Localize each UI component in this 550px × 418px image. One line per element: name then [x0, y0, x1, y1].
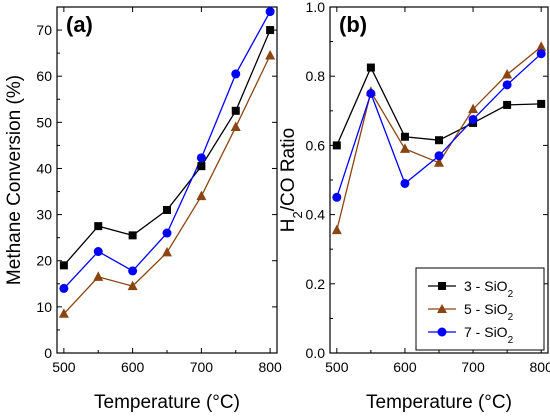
y-tick-label-a-7: 70: [36, 22, 52, 38]
data-point-b-s5-800: [536, 41, 547, 51]
chart-a: 500 600 700 800 0 10 20 30 40 50 60 70 (a) Temperat…: [4, 6, 282, 413]
x-tick-label-a-700: 700: [190, 359, 214, 375]
legend-label-7-sio2: 7 - SiO2: [464, 324, 514, 346]
data-point-a-s3-600: [128, 231, 137, 240]
y-tick-label-b-5: 1.0: [306, 0, 326, 15]
series-group-a: [58, 7, 276, 318]
data-point-b-s7-600: [400, 178, 410, 188]
data-point-a-s7-800: [265, 7, 275, 17]
y-axis-title-b-main: H: [278, 218, 299, 232]
legend-label-3-sio2: 3 - SiO2: [464, 278, 514, 300]
x-tick-label-b-700: 700: [461, 359, 485, 375]
x-tick-label-b-500: 500: [325, 359, 349, 375]
data-point-b-s5-500: [331, 224, 342, 235]
legend-label-3-sio2-sub: 2: [508, 289, 514, 300]
data-point-b-s3-750: [503, 100, 512, 109]
data-point-a-s5-750: [230, 121, 241, 131]
x-tick-label-b-800: 800: [530, 359, 550, 375]
data-point-a-s7-750: [231, 69, 241, 79]
data-point-a-s7-550: [93, 247, 103, 257]
data-point-a-s5-650: [162, 246, 172, 257]
legend-marker-5-sio2: [437, 304, 447, 313]
data-point-b-s3-800: [537, 99, 546, 108]
data-point-a-s3-800: [266, 26, 275, 35]
legend-label-7-sio2-sub: 2: [508, 335, 514, 346]
panel-label-b: (b): [339, 12, 367, 37]
y-axis-title-b-sub: 2: [290, 211, 305, 218]
data-point-a-s3-650: [163, 205, 171, 214]
data-point-a-s3-700: [197, 162, 206, 171]
legend-label-3-sio2-main: 3 - SiO: [464, 278, 508, 294]
series-group-b: [331, 41, 547, 235]
y-tick-label-b-3: 0.6: [306, 137, 326, 153]
data-point-b-s5-700: [468, 103, 479, 114]
data-point-a-s5-800: [265, 49, 276, 60]
y-axis-title-a: Methane Conversion (%): [4, 75, 25, 285]
chart-b: 500 600 700 800 0.0 0.2 0.4 0.6 0.8 1.0 (b) Tempe…: [278, 0, 550, 413]
data-point-a-s5-500: [58, 308, 69, 318]
data-point-a-s5-550: [93, 271, 104, 281]
data-point-b-s7-500: [332, 192, 342, 202]
x-tick-label-a-600: 600: [121, 359, 145, 375]
x-tick-label-a-500: 500: [52, 359, 76, 375]
data-point-a-s5-700: [196, 190, 207, 201]
legend-label-5-sio2-sub: 2: [508, 312, 514, 323]
data-point-a-s7-700: [196, 153, 206, 163]
legend: 3 - SiO2 5 - SiO2 7 - SiO2: [415, 267, 545, 351]
data-point-b-s3-550: [366, 63, 375, 72]
legend-marker-7-sio2: [437, 327, 447, 337]
data-point-a-s3-750: [231, 106, 240, 115]
data-point-b-s7-550: [366, 89, 376, 98]
legend-item-7-sio2: 7 - SiO2: [428, 324, 514, 346]
data-point-b-s5-750: [502, 68, 513, 79]
data-point-b-s5-600: [399, 143, 410, 153]
panel-label-a: (a): [66, 12, 93, 37]
y-tick-label-a-3: 30: [36, 207, 52, 223]
axes-a: 500 600 700 800 0 10 20 30 40 50 60 70: [36, 7, 282, 375]
legend-label-5-sio2: 5 - SiO2: [464, 301, 514, 323]
y-axis-title-b-rest: /CO Ratio: [278, 128, 299, 211]
data-point-b-s7-750: [502, 80, 512, 90]
data-point-a-s7-600: [128, 266, 138, 276]
data-point-b-s3-600: [400, 132, 409, 141]
y-tick-label-a-5: 50: [36, 114, 52, 130]
x-axis-title-a: Temperature (°C): [94, 392, 240, 413]
data-point-a-s3-550: [94, 222, 103, 231]
series-line-a-s7: [63, 11, 271, 289]
series-line-a-s5: [63, 55, 271, 315]
y-tick-label-a-4: 40: [36, 160, 52, 176]
y-tick-label-a-0: 0: [44, 345, 52, 361]
data-point-b-s5-650: [434, 157, 444, 167]
y-tick-label-b-1: 0.2: [306, 276, 326, 292]
y-tick-label-b-2: 0.4: [306, 207, 326, 223]
data-point-a-s3-500: [59, 261, 68, 270]
y-axis-title-b: H2/CO Ratio: [278, 128, 305, 232]
data-point-a-s7-500: [59, 283, 69, 293]
legend-marker-3-sio2: [438, 282, 446, 290]
data-point-b-s7-700: [468, 114, 478, 124]
axes-b: 500 600 700 800 0.0 0.2 0.4 0.6 0.8 1.0: [306, 0, 550, 375]
y-tick-label-a-2: 20: [36, 253, 52, 269]
legend-label-5-sio2-main: 5 - SiO: [464, 301, 508, 317]
legend-item-5-sio2: 5 - SiO2: [428, 301, 514, 323]
y-tick-label-a-6: 60: [36, 68, 52, 84]
x-tick-label-b-600: 600: [393, 359, 417, 375]
data-point-b-s3-650: [435, 136, 443, 145]
data-point-a-s7-650: [162, 228, 172, 238]
x-axis-title-b: Temperature (°C): [366, 392, 512, 413]
legend-item-3-sio2: 3 - SiO2: [428, 278, 514, 300]
data-point-b-s7-650: [434, 151, 444, 161]
y-tick-label-b-0: 0.0: [306, 345, 326, 361]
y-tick-label-a-1: 10: [36, 299, 52, 315]
x-tick-label-a-800: 800: [258, 359, 282, 375]
legend-label-7-sio2-main: 7 - SiO: [464, 324, 508, 340]
y-tick-label-b-4: 0.8: [306, 68, 326, 84]
data-point-b-s3-500: [332, 141, 341, 150]
data-point-a-s5-600: [127, 280, 138, 291]
data-point-b-s7-800: [536, 49, 546, 59]
